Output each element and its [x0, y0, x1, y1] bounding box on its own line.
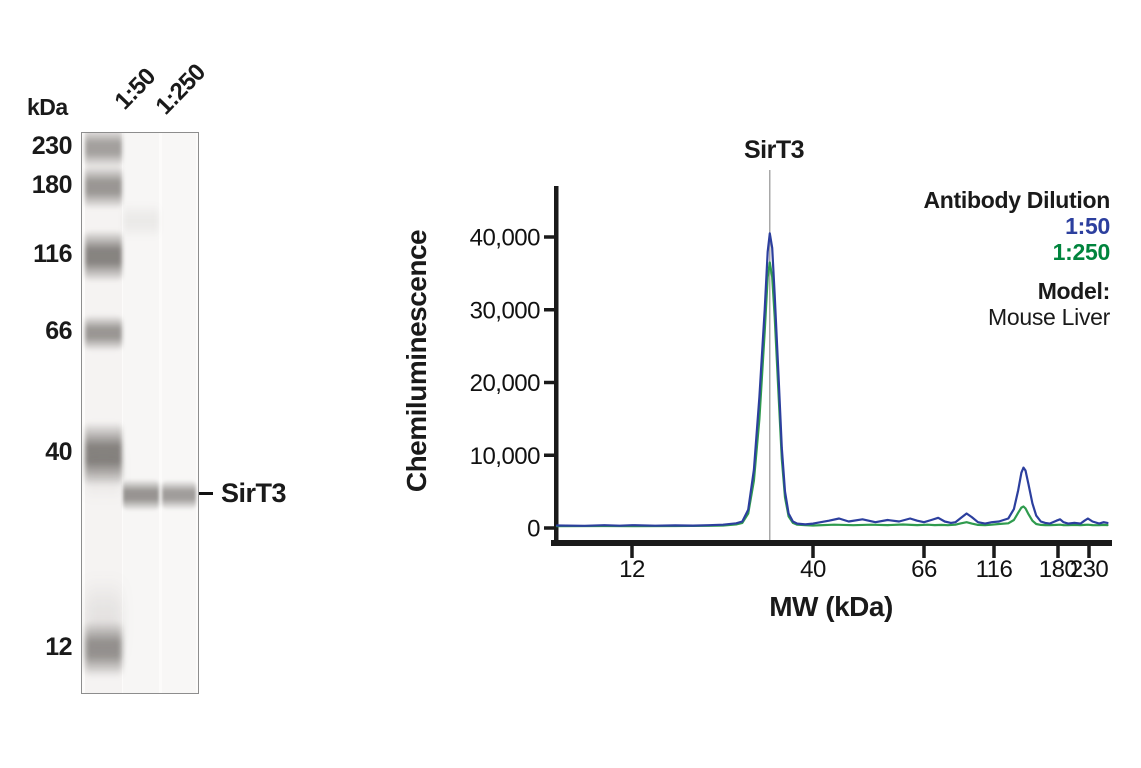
mw-marker-label: 40	[45, 438, 72, 466]
series-curve-1-50	[555, 232, 1109, 527]
y-tick-label: 10,000	[470, 443, 541, 470]
mw-marker-label: 180	[31, 171, 73, 199]
y-tick-label: 20,000	[470, 370, 541, 397]
x-tick-label: 180	[1039, 556, 1078, 583]
y-tick-label: 40,000	[470, 225, 541, 252]
mw-marker-label: 12	[45, 633, 72, 661]
mw-marker-label: 230	[31, 132, 73, 160]
legend-model-value: Mouse Liver	[988, 304, 1110, 330]
legend: Antibody Dilution 1:50 1:250 Model: Mous…	[923, 187, 1110, 330]
y-axis-tick	[544, 453, 557, 457]
legend-model-label: Model:	[1037, 278, 1111, 304]
mw-marker-label: 66	[45, 317, 72, 345]
blot-band	[85, 315, 122, 351]
blot-band	[85, 230, 122, 282]
legend-entry-1-250: 1:250	[1052, 239, 1111, 265]
legend-title: Antibody Dilution	[923, 187, 1110, 213]
blot-band	[162, 480, 196, 510]
blot-band	[85, 576, 122, 666]
blot-membrane	[81, 132, 199, 694]
x-axis-tick	[992, 546, 996, 558]
y-axis-line	[554, 186, 559, 546]
y-axis-tick	[544, 308, 557, 312]
sirt3-band-pointer-line	[199, 492, 213, 495]
x-tick-label: 230	[1070, 556, 1109, 583]
blot-band	[85, 165, 122, 209]
y-tick-label: 0	[527, 516, 540, 543]
x-axis-tick	[1056, 546, 1060, 558]
blot-band	[85, 422, 122, 486]
x-tick-label: 40	[800, 556, 826, 583]
y-axis-title: Chemiluminescence	[401, 229, 432, 493]
mw-marker-label: 116	[33, 240, 72, 268]
y-axis-tick	[544, 526, 557, 530]
x-tick-label: 116	[976, 556, 1013, 583]
x-axis-tick	[922, 546, 926, 558]
blot-band	[123, 203, 159, 239]
y-axis-tick	[544, 380, 557, 385]
x-axis-tick	[1087, 546, 1091, 558]
legend-entry-1-50: 1:50	[1065, 213, 1110, 239]
blot-lane	[85, 133, 122, 693]
chart-peak-title: SirT3	[743, 136, 805, 164]
blot-band	[85, 133, 122, 168]
sirt3-band-label: SirT3	[221, 478, 287, 508]
y-axis-tick	[544, 235, 557, 239]
y-tick-label: 30,000	[470, 297, 541, 324]
blot-band	[123, 479, 159, 511]
x-axis-title: MW (kDa)	[769, 591, 893, 622]
kda-units-label: kDa	[27, 94, 68, 120]
x-axis-tick	[630, 546, 634, 558]
peak-marker-line	[769, 170, 771, 540]
series-curve-1-250	[555, 261, 1109, 528]
blot-band	[85, 441, 122, 501]
blot-band	[85, 621, 122, 677]
x-axis-line	[551, 540, 1112, 546]
x-tick-label: 12	[619, 556, 645, 583]
x-tick-label: 66	[911, 556, 937, 583]
x-axis-tick	[811, 546, 815, 558]
